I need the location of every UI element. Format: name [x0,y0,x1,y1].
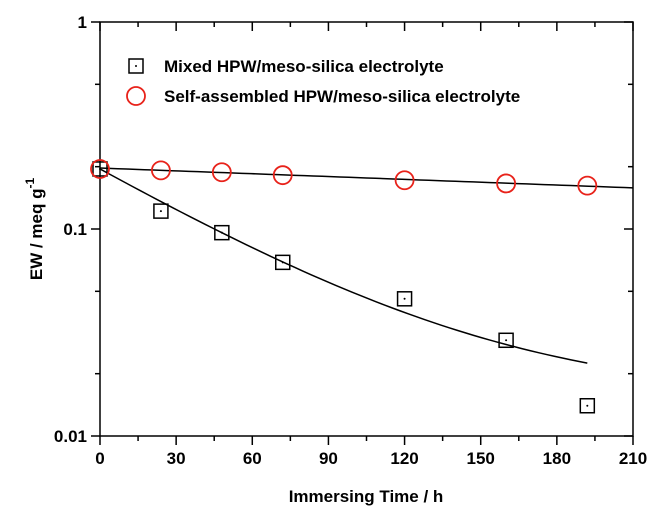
y-axis-label-superscript: -1 [23,178,37,189]
data-points [90,159,598,414]
point-square-dot-1 [159,210,162,213]
point-square-3 [274,254,291,271]
point-square-dot-2 [220,231,223,234]
y-tick-label-0.01: 0.01 [54,427,87,446]
point-circle-0 [90,159,110,179]
point-square-5 [498,332,514,349]
plot-frame [99,21,634,437]
y-tick-label-1: 1 [78,13,87,32]
point-circle-3 [272,165,293,186]
x-tick-label-0: 0 [95,449,104,468]
x-tick-label-90: 90 [319,449,338,468]
legend-marker-circle [126,86,146,106]
x-tick-label-210: 210 [619,449,647,468]
x-tick-label-180: 180 [543,449,571,468]
x-axis-label: Immersing Time / h [289,487,444,506]
legend-marker-square [128,58,144,74]
fit-lines [99,167,634,364]
x-tick-label-60: 60 [243,449,262,468]
point-square-4 [396,291,413,307]
x-tick-label-30: 30 [167,449,186,468]
point-square-2 [214,224,230,241]
point-square-dot-4 [403,297,406,300]
point-circle-4 [394,170,415,191]
point-square-dot-0 [99,167,101,170]
point-circle-6 [577,175,598,196]
legend-marker-square-dot [135,65,137,67]
legend-label-series-1: Self-assembled HPW/meso-silica electroly… [164,87,520,106]
point-square-1 [153,203,169,219]
point-square-0 [92,161,108,177]
axis-ticks: 0 30 60 90 120 150 180 210 0.01 0.1 1 [54,13,647,468]
x-tick-label-120: 120 [390,449,418,468]
y-tick-label-0.1: 0.1 [63,220,87,239]
point-circle-5 [496,173,516,194]
legend-label-series-0: Mixed HPW/meso-silica electrolyte [164,57,444,76]
point-circle-1 [151,160,171,181]
legend: Mixed HPW/meso-silica electrolyte Self-as… [126,57,520,106]
fit-line-series-0 [99,168,588,364]
point-square-dot-5 [505,339,508,342]
point-square-dot-6 [586,404,589,407]
fit-line-series-1 [99,167,634,189]
point-square-dot-3 [281,261,284,264]
point-square-6 [579,398,596,414]
point-circle-2 [211,162,232,183]
y-axis-label-main: EW / meq g [27,189,46,281]
y-axis-label: EW / meq g-1 [23,178,46,281]
x-tick-label-150: 150 [467,449,495,468]
